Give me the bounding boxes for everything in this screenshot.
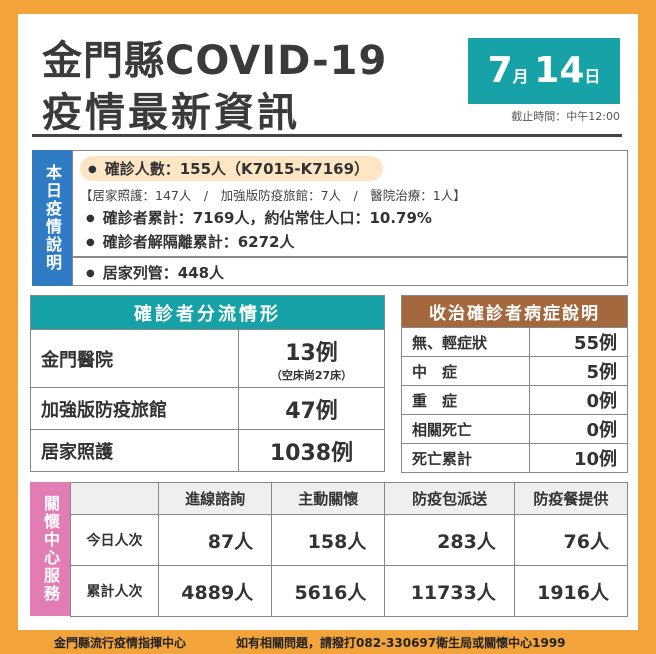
section-label: 關懷中心服務 (30, 482, 70, 616)
row: 相關死亡 0例 (401, 414, 628, 444)
day-unit: 日 (584, 67, 601, 86)
section-label: 本日疫情說明 (32, 150, 72, 286)
table-title: 收治確診者病症說明 (401, 295, 628, 328)
cell: 中 症 (401, 356, 530, 386)
value: 13例 (285, 340, 338, 366)
cell: 11733人 (384, 565, 515, 617)
title: 金門縣COVID-19 (42, 38, 388, 84)
cell (70, 482, 159, 515)
cell: 今日人次 (70, 514, 159, 566)
column-header: 進線諮詢 (157, 482, 273, 515)
row: 無、輕症狀 55例 (401, 327, 628, 357)
cell: 158人 (271, 514, 386, 566)
cell: 283人 (384, 514, 515, 566)
cell: 4889人 (157, 565, 273, 617)
cell: 47例 (238, 387, 385, 430)
cell: 13例 （空床尚27床） (238, 329, 385, 388)
footer-left: 金門縣流行疫情指揮中心 (54, 636, 187, 650)
today-item: 確診人數：155人（K7015-K7169） (80, 156, 384, 181)
today-item: 居家列管：448人 (86, 262, 224, 283)
table-title: 確診者分流情形 (30, 295, 385, 330)
divider (32, 134, 622, 137)
today-item: 確診者解隔離累計：6272人 (86, 231, 295, 252)
today-box (72, 150, 628, 286)
cutoff: 截止時間：中午12:00 (511, 110, 620, 123)
month: 7 (487, 50, 513, 91)
today-detail: 【居家照護：147人 / 加強版防疫旅館：7人 / 醫院治療：1人】 (80, 188, 466, 203)
divider (72, 256, 628, 258)
row: 累計人次 4889人 5616人 11733人 1916人 (70, 565, 629, 617)
title: 疫情最新資訊 (42, 90, 300, 136)
cell: 0例 (529, 414, 628, 444)
column-header: 防疫包派送 (384, 482, 515, 515)
cell: 0例 (529, 385, 628, 415)
day: 14 (534, 50, 585, 91)
cell: 5例 (529, 356, 628, 386)
date-box: 7月 14日 (468, 38, 620, 104)
cell: 重 症 (401, 385, 530, 415)
cell: 死亡累計 (401, 443, 530, 473)
header-row: 進線諮詢 主動關懷 防疫包派送 防疫餐提供 (70, 482, 629, 515)
cell: 1916人 (513, 565, 629, 617)
cell: 1038例 (238, 429, 385, 472)
cell: 金門醫院 (30, 329, 239, 388)
today-item: 確診者累計：7169人，約佔常住人口：10.79% (86, 207, 432, 228)
row: 重 症 0例 (401, 385, 628, 415)
triage-table: 確診者分流情形 金門醫院 13例 （空床尚27床） 加強版防疫旅館 47例 居家照護 1… (30, 295, 385, 472)
cell: 76人 (513, 514, 629, 566)
column-header: 主動關懷 (271, 482, 386, 515)
cell: 55例 (529, 327, 628, 357)
row: 中 症 5例 (401, 356, 628, 386)
cell: 10例 (529, 443, 628, 473)
symptom-table: 收治確診者病症說明 無、輕症狀 55例中 症 5例重 症 0例 相關死亡 0例 死亡累計 10… (401, 295, 628, 473)
month-unit: 月 (512, 67, 529, 86)
cell: 無、輕症狀 (401, 327, 530, 357)
column-header: 防疫餐提供 (513, 482, 629, 515)
cell: 居家照護 (30, 429, 239, 472)
cell: 87人 (157, 514, 273, 566)
note: （空床尚27床） (270, 368, 353, 382)
footer-right: 如有相關問題，請撥打082-330697衛生局或關懷中心1999 (236, 636, 566, 650)
care-table: 進線諮詢 主動關懷 防疫包派送 防疫餐提供 今日人次 87人 158人 283人 76人 累計人次… (70, 482, 629, 617)
row: 死亡累計 10例 (401, 443, 628, 473)
row: 今日人次 87人 158人 283人 76人 (70, 514, 629, 566)
cell: 累計人次 (70, 565, 159, 617)
cell: 相關死亡 (401, 414, 530, 444)
cell: 5616人 (271, 565, 386, 617)
cell: 加強版防疫旅館 (30, 387, 239, 430)
